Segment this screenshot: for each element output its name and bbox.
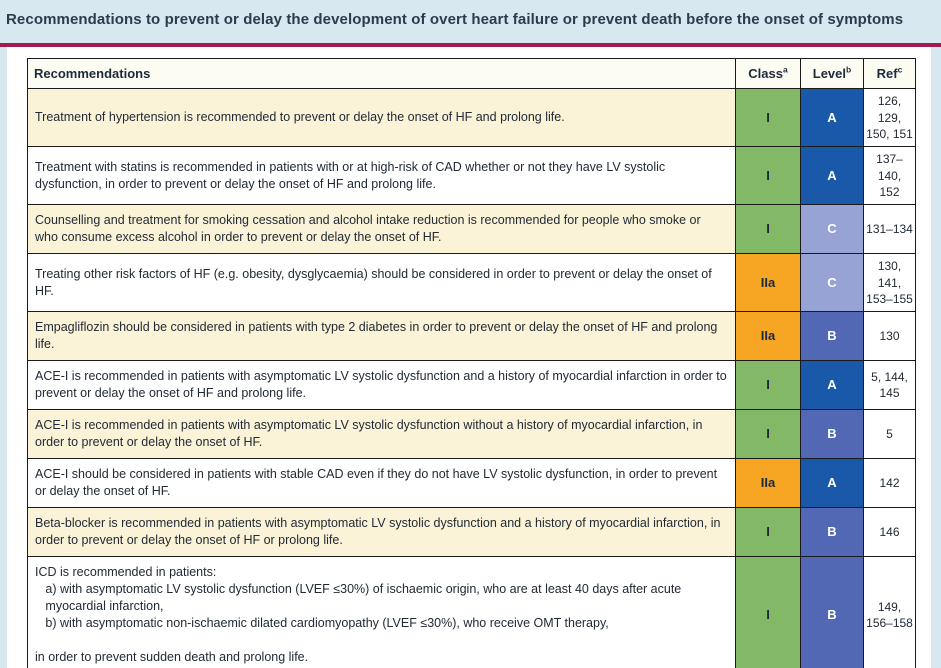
class-cell: I xyxy=(735,146,801,206)
ref-cell: 130 xyxy=(863,311,916,362)
header-recommendations-label: Recommendations xyxy=(34,65,151,81)
header-ref: Refc xyxy=(863,57,916,90)
ref-cell: 149, 156–158 xyxy=(863,556,916,668)
table-row: ACE-I is recommended in patients with as… xyxy=(27,360,916,411)
recommendation-cell: Treatment of hypertension is recommended… xyxy=(27,88,736,148)
header-ref-label: Ref xyxy=(876,65,898,81)
ref-cell: 5, 144, 145 xyxy=(863,360,916,411)
table-row: Treatment of hypertension is recommended… xyxy=(27,88,916,148)
ref-cell: 146 xyxy=(863,507,916,558)
class-cell: IIa xyxy=(735,458,801,509)
recommendation-cell: Treatment with statins is recommended in… xyxy=(27,146,736,206)
page-title: Recommendations to prevent or delay the … xyxy=(6,11,904,28)
level-cell: A xyxy=(800,458,864,509)
class-cell: IIa xyxy=(735,311,801,362)
table-row: Counselling and treatment for smoking ce… xyxy=(27,204,916,255)
recommendations-table: Recommendations Classa Levelb Refc Treat… xyxy=(27,57,916,668)
header-level: Levelb xyxy=(800,57,864,90)
level-cell: C xyxy=(800,253,864,313)
title-divider-rule xyxy=(0,42,941,47)
table-row: ACE-I is recommended in patients with as… xyxy=(27,409,916,460)
table-row: ICD is recommended in patients: a) with … xyxy=(27,556,916,668)
table-row: Treatment with statins is recommended in… xyxy=(27,146,916,206)
table-row: ACE-I should be considered in patients w… xyxy=(27,458,916,509)
title-bar: Recommendations to prevent or delay the … xyxy=(0,0,941,43)
level-cell: B xyxy=(800,409,864,460)
recommendation-cell: ACE-I is recommended in patients with as… xyxy=(27,360,736,411)
recommendation-cell: Counselling and treatment for smoking ce… xyxy=(27,204,736,255)
ref-cell: 5 xyxy=(863,409,916,460)
header-class: Classa xyxy=(735,57,801,90)
class-cell: I xyxy=(735,409,801,460)
header-level-footnote-mark: b xyxy=(846,64,852,75)
table-row: Beta-blocker is recommended in patients … xyxy=(27,507,916,558)
header-recommendations: Recommendations xyxy=(27,57,736,90)
ref-cell: 130, 141, 153–155 xyxy=(863,253,916,313)
table-panel: Recommendations Classa Levelb Refc Treat… xyxy=(7,46,931,668)
ref-cell: 126, 129, 150, 151 xyxy=(863,88,916,148)
ref-cell: 131–134 xyxy=(863,204,916,255)
header-class-footnote-mark: a xyxy=(782,64,788,75)
header-ref-footnote-mark: c xyxy=(897,64,903,75)
level-cell: A xyxy=(800,360,864,411)
recommendation-cell: ACE-I is recommended in patients with as… xyxy=(27,409,736,460)
class-cell: I xyxy=(735,88,801,148)
recommendation-cell: ICD is recommended in patients: a) with … xyxy=(27,556,736,668)
level-cell: B xyxy=(800,556,864,668)
ref-cell: 137–140, 152 xyxy=(863,146,916,206)
level-cell: A xyxy=(800,88,864,148)
level-cell: B xyxy=(800,507,864,558)
recommendation-cell: Treating other risk factors of HF (e.g. … xyxy=(27,253,736,313)
level-cell: B xyxy=(800,311,864,362)
recommendation-cell: Beta-blocker is recommended in patients … xyxy=(27,507,736,558)
recommendation-cell: ACE-I should be considered in patients w… xyxy=(27,458,736,509)
header-class-label: Class xyxy=(748,65,783,81)
table-body: Treatment of hypertension is recommended… xyxy=(27,88,916,668)
class-cell: IIa xyxy=(735,253,801,313)
header-level-label: Level xyxy=(812,65,847,81)
recommendation-cell: Empagliflozin should be considered in pa… xyxy=(27,311,736,362)
class-cell: I xyxy=(735,556,801,668)
ref-cell: 142 xyxy=(863,458,916,509)
level-cell: C xyxy=(800,204,864,255)
table-row: Empagliflozin should be considered in pa… xyxy=(27,311,916,362)
level-cell: A xyxy=(800,146,864,206)
class-cell: I xyxy=(735,507,801,558)
table-header-row: Recommendations Classa Levelb Refc xyxy=(27,57,916,90)
class-cell: I xyxy=(735,204,801,255)
class-cell: I xyxy=(735,360,801,411)
table-row: Treating other risk factors of HF (e.g. … xyxy=(27,253,916,313)
